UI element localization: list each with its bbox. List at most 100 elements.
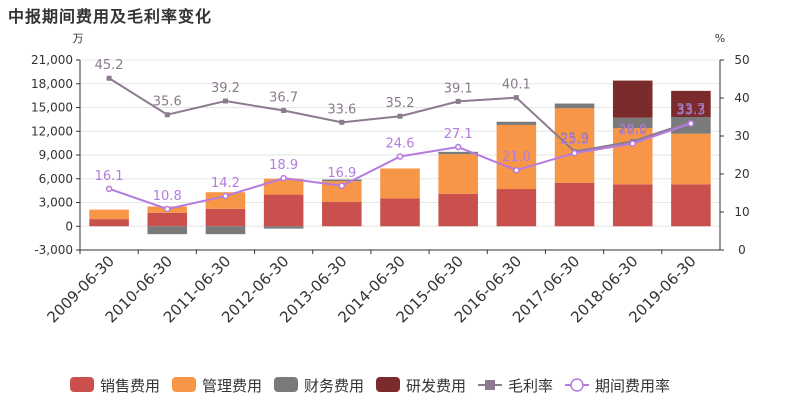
- legend-swatch: [172, 377, 196, 392]
- line-point: [513, 95, 519, 101]
- legend-marker: [570, 378, 584, 392]
- bar-segment: [380, 168, 420, 199]
- line-point: [629, 140, 636, 147]
- line-layer: [105, 75, 695, 213]
- data-label: 28.6: [618, 121, 647, 136]
- data-label: 14.2: [211, 176, 240, 191]
- line-point: [571, 149, 578, 157]
- legend-item: 研发费用: [376, 377, 466, 395]
- legend-item: 毛利率: [478, 377, 553, 395]
- left-tick-label: 12,000: [31, 124, 73, 138]
- bar-segment: [147, 226, 188, 235]
- bar-segment: [671, 184, 711, 227]
- data-label: 18.9: [269, 158, 298, 173]
- left-tick-label: 15,000: [31, 101, 73, 115]
- data-label: 33.7: [676, 102, 705, 117]
- left-tick-label: 18,000: [31, 77, 73, 91]
- bar-segment: [554, 103, 595, 109]
- line-point: [281, 108, 287, 114]
- line-point: [397, 113, 403, 119]
- legend-swatch: [274, 377, 298, 392]
- bar-segment: [671, 133, 711, 185]
- line-point: [164, 112, 170, 118]
- bar-segment: [438, 154, 478, 194]
- line-point: [338, 182, 346, 190]
- line-point: [454, 143, 462, 151]
- data-label: 33.6: [327, 102, 356, 117]
- bar-layer: [89, 80, 711, 235]
- label-layer: 45.2 35.6 39.2 36.7 33.6 35.2 39.1 40.1 25.9 28.6…: [95, 58, 706, 204]
- data-label: 28.0: [618, 124, 647, 139]
- bar-segment: [671, 90, 711, 117]
- line-point: [222, 192, 229, 200]
- bar-segment: [612, 117, 653, 129]
- line-point: [455, 98, 461, 104]
- legend-swatch: [70, 377, 94, 392]
- line-point: [396, 153, 404, 160]
- bar-segment: [380, 198, 420, 227]
- chart-title: 中报期间费用及毛利率变化: [8, 7, 213, 26]
- data-label: 16.1: [95, 169, 124, 184]
- bar-segment: [263, 178, 304, 195]
- bar-segment: [322, 179, 362, 182]
- legend-marker: [485, 380, 495, 390]
- line-point: [339, 119, 345, 125]
- legend-item: 财务费用: [274, 377, 364, 395]
- legend-layer: 销售费用 管理费用 财务费用 研发费用 毛利率 期间费用率: [70, 377, 670, 395]
- data-label: 27.1: [444, 127, 473, 142]
- left-axis-unit: 万: [73, 32, 84, 45]
- legend-label: 研发费用: [406, 377, 466, 395]
- right-axis-unit: %: [715, 32, 725, 45]
- left-tick-label: 9,000: [39, 148, 73, 162]
- data-label: 33.3: [676, 103, 705, 118]
- line-point: [105, 185, 113, 193]
- legend-label: 财务费用: [304, 377, 364, 395]
- bar-segment: [322, 201, 362, 227]
- bar-segment: [89, 219, 129, 227]
- right-tick-label: 0: [738, 243, 746, 257]
- data-label: 36.7: [269, 91, 298, 106]
- legend-item: 期间费用率: [565, 377, 670, 395]
- bar-segment: [89, 209, 129, 220]
- bar-segment: [263, 194, 304, 227]
- data-label: 45.2: [95, 58, 124, 73]
- data-label: 35.2: [386, 96, 415, 111]
- right-tick-label: 50: [734, 53, 749, 67]
- data-label: 21.0: [502, 150, 531, 165]
- bar-segment: [554, 108, 595, 183]
- right-tick-label: 30: [734, 129, 749, 143]
- legend-label: 管理费用: [202, 377, 262, 395]
- data-label: 16.9: [327, 166, 356, 181]
- bar-segment: [496, 121, 537, 125]
- data-label: 35.6: [153, 95, 182, 110]
- line-point: [280, 174, 287, 182]
- bar-segment: [438, 151, 478, 155]
- data-label: 24.6: [386, 137, 415, 152]
- right-tick-label: 40: [734, 91, 749, 105]
- bar-segment: [147, 212, 188, 227]
- legend-label: 毛利率: [508, 377, 553, 395]
- data-label: 25.9: [560, 132, 589, 147]
- legend-label: 销售费用: [100, 377, 160, 395]
- left-tick-label: 6,000: [39, 172, 73, 186]
- bar-segment: [496, 124, 537, 190]
- bar-segment: [263, 226, 304, 229]
- data-label: 25.5: [560, 133, 589, 148]
- left-tick-label: 21,000: [31, 53, 73, 67]
- data-label: 39.1: [444, 81, 473, 96]
- bar-segment: [612, 80, 653, 118]
- legend-swatch: [376, 377, 400, 392]
- bar-segment: [612, 184, 653, 227]
- bar-segment: [205, 208, 246, 227]
- line-point: [687, 120, 695, 127]
- legend-item: 管理费用: [172, 377, 262, 395]
- bar-segment: [438, 193, 478, 227]
- left-tick-label: 0: [65, 219, 73, 233]
- data-label: 39.2: [211, 81, 240, 96]
- line-point: [222, 98, 228, 104]
- line-point: [513, 166, 520, 174]
- bar-segment: [496, 189, 537, 227]
- data-label: 10.8: [153, 189, 182, 204]
- left-tick-label: 3,000: [39, 196, 73, 210]
